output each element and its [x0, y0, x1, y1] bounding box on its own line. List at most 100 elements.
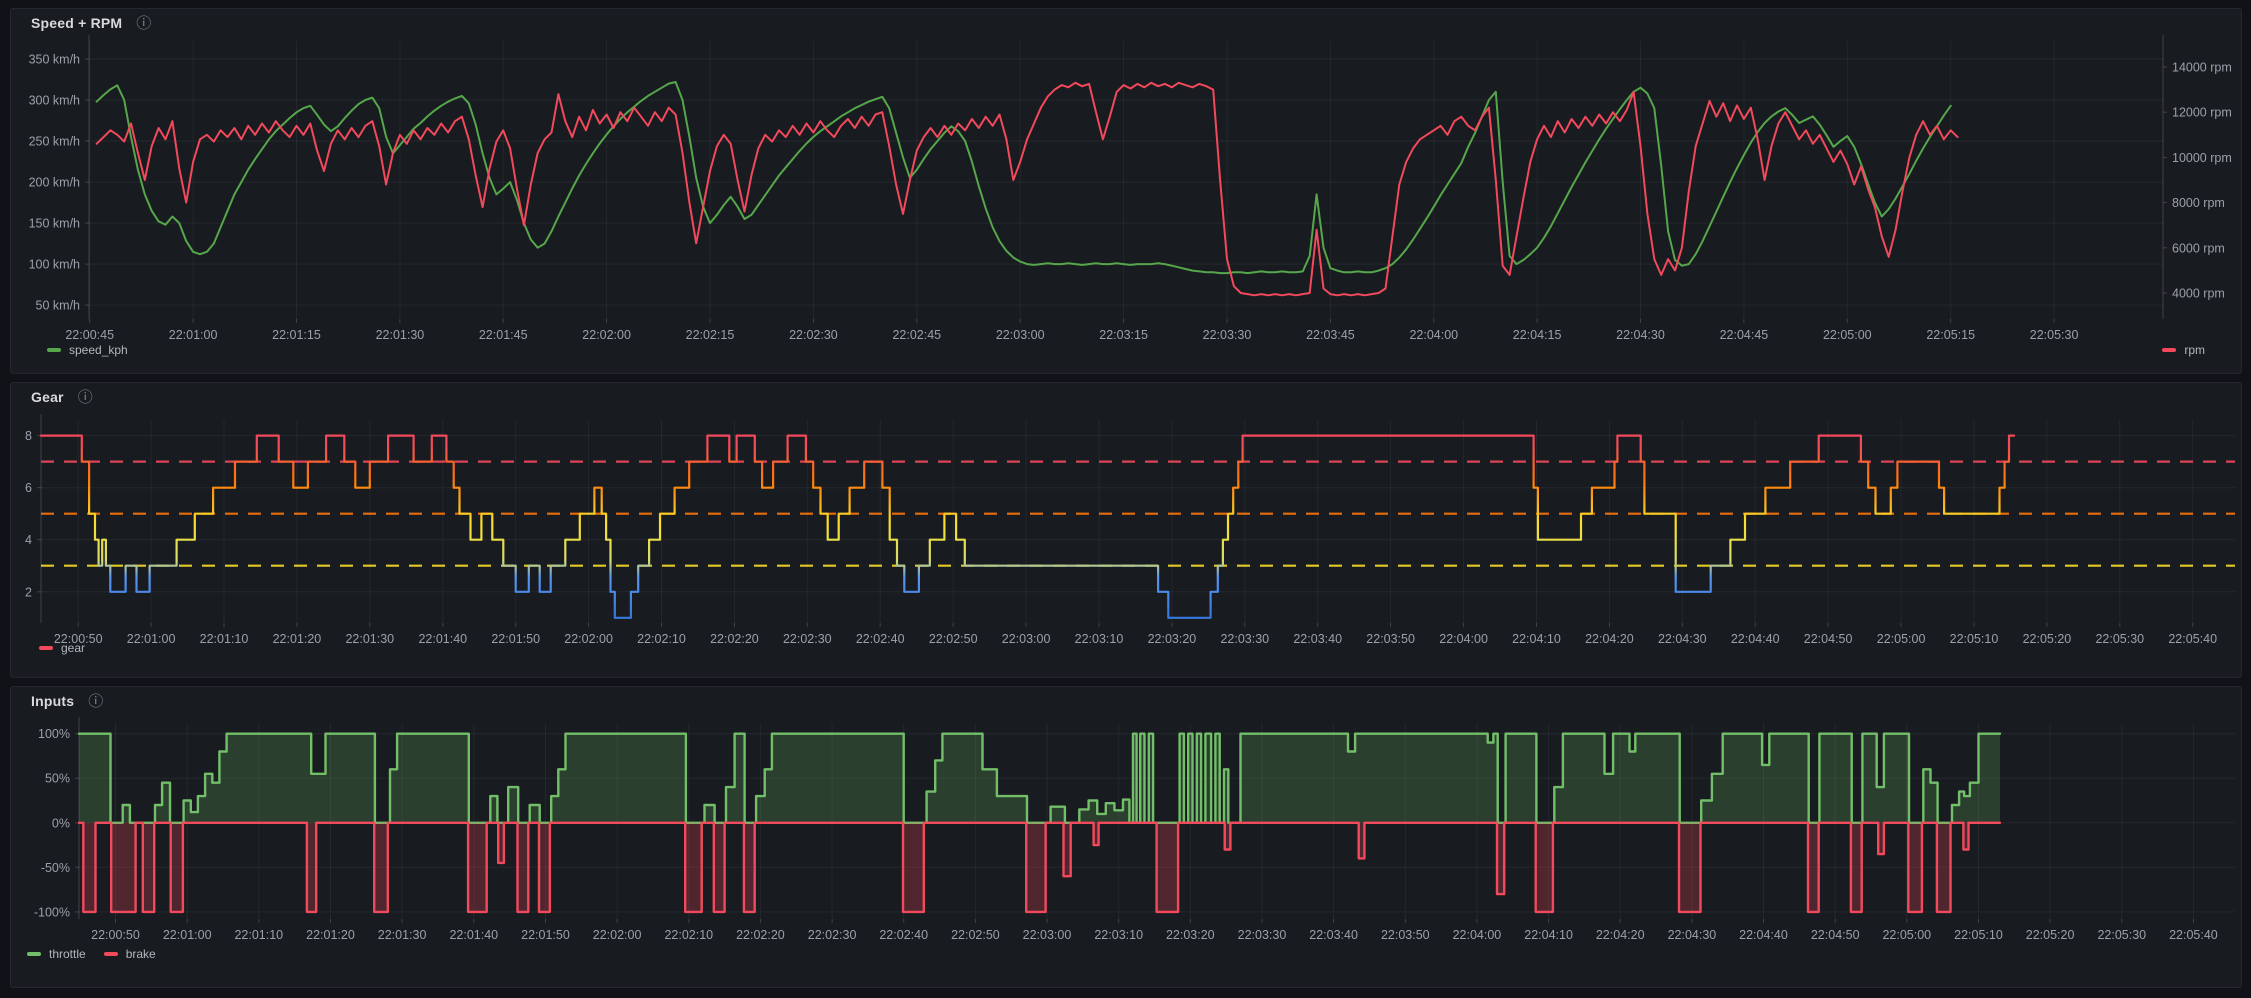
y2-axis-label: 10000 rpm	[2172, 151, 2232, 165]
x-axis-label: 22:01:20	[273, 632, 322, 646]
time-series-plot[interactable]: 50 km/h 100 km/h 150 km/h 200 km/h 250 km/h 3…	[11, 9, 2243, 375]
time-series-plot[interactable]: 2 4 6 8 22:00:50 22:01:00 22:01:10 22:01:20 22:0…	[11, 383, 2243, 679]
x-axis-label: 22:01:10	[234, 928, 283, 942]
x-axis-label: 22:02:30	[808, 928, 857, 942]
series-line-speed_kph	[95, 81, 1952, 275]
x-axis-label: 22:04:00	[1439, 632, 1488, 646]
x-axis-label: 22:04:20	[1585, 632, 1634, 646]
x-axis-label: 22:02:15	[686, 328, 735, 342]
y-axis-label: 250 km/h	[29, 135, 80, 149]
y2-axis-label: 12000 rpm	[2172, 106, 2232, 120]
panel-header: Speed + RPM ⓘ	[31, 15, 151, 31]
y-axis-label: 2	[25, 585, 32, 599]
x-axis-label: 22:05:10	[1954, 928, 2003, 942]
legend-item-gear[interactable]: gear	[39, 641, 85, 655]
series-color-marker	[103, 952, 118, 956]
panel-title[interactable]: Gear	[31, 389, 64, 405]
x-axis-label: 22:01:45	[479, 328, 528, 342]
x-axis-label: 22:04:20	[1596, 928, 1645, 942]
y-axis-label: -100%	[34, 905, 70, 919]
legend-label: brake	[125, 947, 156, 961]
x-axis-label: 22:04:15	[1513, 328, 1562, 342]
x-axis-label: 22:02:00	[593, 928, 642, 942]
x-axis-label: 22:01:30	[378, 928, 427, 942]
x-axis-label: 22:02:00	[564, 632, 613, 646]
x-axis-label: 22:02:10	[664, 928, 713, 942]
y2-axis-label: 6000 rpm	[2172, 241, 2225, 255]
legend-label: rpm	[2184, 343, 2205, 357]
y-axis-label: 6	[25, 481, 32, 495]
y-axis-label: 0%	[52, 816, 70, 830]
y-axis-label: 350 km/h	[29, 53, 80, 67]
panel-title[interactable]: Inputs	[31, 693, 75, 709]
x-axis-label: 22:05:40	[2169, 928, 2218, 942]
panel-title[interactable]: Speed + RPM	[31, 15, 123, 31]
y2-axis-label: 4000 rpm	[2172, 287, 2225, 301]
x-axis-label: 22:04:40	[1731, 632, 1780, 646]
x-axis-label: 22:03:10	[1094, 928, 1143, 942]
x-axis-label: 22:03:40	[1293, 632, 1342, 646]
x-axis-label: 22:04:30	[1658, 632, 1707, 646]
series-color-marker	[27, 952, 41, 956]
y-axis-label: 4	[25, 533, 32, 547]
legend-item-brake[interactable]: brake	[103, 947, 156, 961]
panel-speed-rpm: Speed + RPM ⓘ 50 km/h 100 km/h 150 km/h 200…	[10, 8, 2242, 374]
x-axis-label: 22:03:10	[1075, 632, 1124, 646]
x-axis-label: 22:04:10	[1512, 632, 1561, 646]
x-axis-label: 22:04:40	[1739, 928, 1788, 942]
legend-item-rpm[interactable]: rpm	[2162, 343, 2205, 357]
x-axis-label: 22:03:30	[1238, 928, 1287, 942]
x-axis-label: 22:05:15	[1926, 328, 1975, 342]
x-axis-label: 22:01:50	[491, 632, 540, 646]
legend-item-throttle[interactable]: throttle	[27, 947, 86, 961]
x-axis-label: 22:00:50	[91, 928, 140, 942]
x-axis-label: 22:01:40	[418, 632, 467, 646]
x-axis-label: 22:05:30	[2095, 632, 2144, 646]
x-axis-label: 22:04:00	[1453, 928, 1502, 942]
x-axis-label: 22:03:00	[1023, 928, 1072, 942]
x-axis-label: 22:05:30	[2030, 328, 2079, 342]
x-axis-label: 22:01:20	[306, 928, 355, 942]
legend-row: throttle brake	[27, 947, 156, 961]
x-axis-label: 22:02:40	[856, 632, 905, 646]
info-icon[interactable]: ⓘ	[88, 692, 104, 710]
x-axis-label: 22:02:30	[789, 328, 838, 342]
x-axis-label: 22:01:50	[521, 928, 570, 942]
y-axis-label: 50%	[45, 772, 70, 786]
series-area-brake	[79, 822, 2000, 912]
x-axis-label: 22:02:00	[582, 328, 631, 342]
info-icon[interactable]: ⓘ	[136, 14, 152, 32]
x-axis-label: 22:05:00	[1882, 928, 1931, 942]
x-axis-label: 22:00:45	[65, 328, 114, 342]
legend-item-speed[interactable]: speed_kph	[47, 343, 128, 357]
panel-inputs: Inputs ⓘ -100% -50% 0% 50% 100% 22:00:50 22:01…	[10, 686, 2242, 988]
legend-row: speed_kph rpm	[47, 343, 2205, 357]
x-axis-label: 22:03:20	[1148, 632, 1197, 646]
series-color-marker	[47, 348, 61, 352]
x-axis-label: 22:04:30	[1668, 928, 1717, 942]
y-axis-label: -50%	[41, 861, 70, 875]
x-axis-label: 22:00:50	[54, 632, 103, 646]
series-color-marker	[2162, 348, 2177, 352]
series-line-brake	[78, 821, 2002, 914]
x-axis-label: 22:04:50	[1804, 632, 1853, 646]
x-axis-label: 22:01:30	[345, 632, 394, 646]
x-axis-label: 22:03:50	[1366, 632, 1415, 646]
x-axis-label: 22:03:30	[1203, 328, 1252, 342]
x-axis-label: 22:01:10	[200, 632, 249, 646]
y-axis-label: 100 km/h	[29, 258, 80, 272]
info-icon[interactable]: ⓘ	[77, 388, 93, 406]
x-axis-label: 22:01:00	[127, 632, 176, 646]
time-series-plot[interactable]: -100% -50% 0% 50% 100% 22:00:50 22:01:00 22:01:…	[11, 687, 2243, 989]
series-line-rpm	[95, 81, 1959, 297]
x-axis-label: 22:03:50	[1381, 928, 1430, 942]
x-axis-label: 22:05:20	[2026, 928, 2075, 942]
y-axis-label: 100%	[38, 727, 70, 741]
legend-label: gear	[61, 641, 86, 655]
legend-label: throttle	[49, 947, 86, 961]
y-axis-label: 300 km/h	[29, 94, 80, 108]
x-axis-label: 22:05:40	[2168, 632, 2217, 646]
x-axis-label: 22:05:30	[2097, 928, 2146, 942]
y2-axis-label: 14000 rpm	[2172, 61, 2232, 75]
legend-row: gear	[39, 641, 85, 655]
